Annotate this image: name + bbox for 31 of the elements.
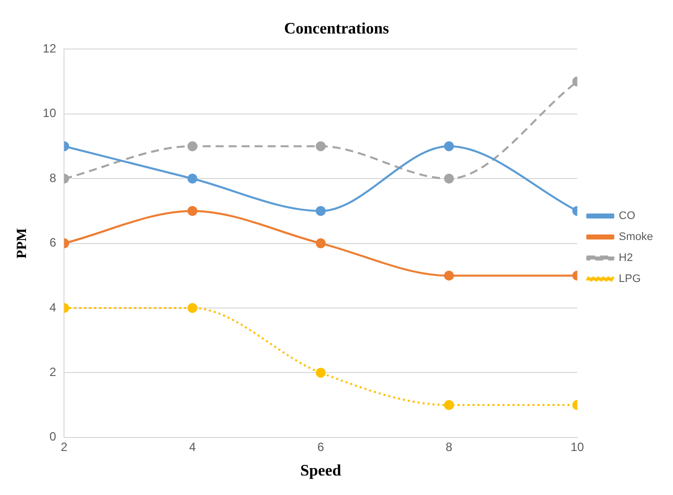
point — [316, 206, 326, 216]
y-tick-label: 4 — [49, 300, 56, 314]
point — [187, 141, 198, 152]
legend-label: CO — [618, 210, 636, 222]
legend-label: Smoke — [618, 231, 654, 244]
legend-label: LPG — [618, 273, 641, 286]
y-axis-title: PPM — [15, 228, 30, 258]
point — [444, 270, 454, 281]
y-tick-label: 8 — [49, 170, 56, 185]
point — [444, 141, 454, 152]
y-tick-label: 2 — [49, 365, 56, 380]
y-tick-label: 10 — [42, 106, 56, 120]
point — [444, 400, 454, 410]
x-tick-label: 2 — [60, 440, 68, 454]
x-tick-label: 6 — [317, 440, 324, 454]
point — [316, 141, 326, 152]
y-tick-label: 12 — [42, 42, 56, 56]
y-tick-label: 0 — [49, 430, 56, 444]
x-tick-label: 8 — [446, 440, 453, 454]
point — [187, 303, 198, 313]
point — [187, 206, 198, 216]
point — [316, 238, 326, 248]
point — [187, 174, 198, 184]
chart-title: Concentrations — [284, 20, 389, 38]
x-axis-title: Speed — [300, 462, 342, 480]
point — [444, 174, 454, 184]
x-tick-label: 10 — [570, 440, 584, 454]
x-tick-label: 4 — [189, 440, 196, 454]
point — [316, 368, 326, 378]
legend-label: H2 — [618, 252, 633, 264]
y-tick-label: 6 — [49, 236, 56, 250]
